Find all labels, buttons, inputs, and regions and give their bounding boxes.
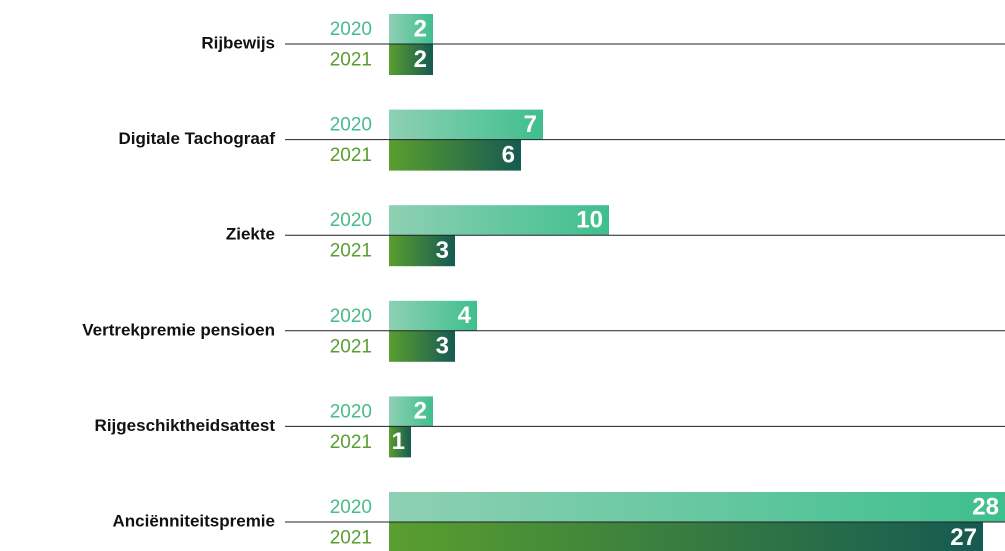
bar [389,426,411,458]
value-label: 28 [972,493,999,520]
bar [389,300,477,331]
value-label: 27 [950,524,977,551]
series-label: 2020 [330,401,372,422]
series-label: 2021 [330,145,372,166]
value-label: 2 [414,15,427,42]
series-label: 2020 [330,306,372,327]
series-label: 2020 [330,115,372,136]
bar [389,44,433,75]
category-label: Anciënniteitspremie [113,511,276,530]
series-label: 2021 [330,432,372,453]
series-label: 2020 [330,19,372,40]
series-label: 2021 [330,336,372,357]
bar [389,396,433,427]
bar [389,139,521,171]
category-label: Rijgeschiktheidsattest [95,416,276,435]
bar [389,330,455,362]
value-label: 3 [436,237,449,264]
series-label: 2021 [330,241,372,262]
value-label: 7 [524,111,537,138]
bar [389,235,455,267]
category-label: Ziekte [226,225,275,244]
value-label: 2 [414,46,427,73]
category-label: Digitale Tachograaf [119,129,276,148]
category-label: Rijbewijs [201,33,275,52]
series-label: 2020 [330,210,372,231]
value-label: 1 [392,428,405,455]
series-label: 2021 [330,50,372,71]
value-label: 10 [576,207,603,234]
value-label: 6 [502,141,515,168]
value-label: 3 [436,333,449,360]
category-label: Vertrekpremie pensioen [82,320,275,339]
bar [389,492,1005,522]
bar [389,522,983,551]
value-label: 4 [458,302,472,329]
bar [389,205,609,236]
bar [389,109,543,140]
bar [389,14,433,44]
series-label: 2021 [330,528,372,549]
value-label: 2 [414,398,427,425]
series-label: 2020 [330,497,372,518]
